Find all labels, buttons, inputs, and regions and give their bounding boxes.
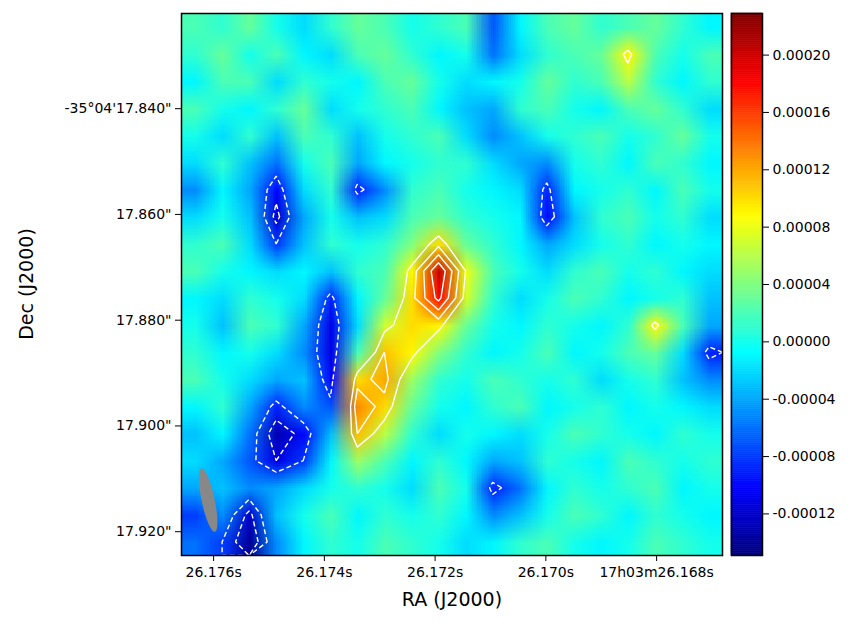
- svg-text:0.00012: 0.00012: [773, 161, 831, 177]
- svg-text:17.880": 17.880": [116, 312, 171, 328]
- svg-text:0.00016: 0.00016: [773, 104, 831, 120]
- svg-text:0.00008: 0.00008: [773, 219, 831, 235]
- svg-text:26.172s: 26.172s: [407, 564, 463, 580]
- svg-text:-0.00012: -0.00012: [773, 505, 836, 521]
- html-text:RA (J2000): RA (J2000): [401, 588, 503, 610]
- svg-text:26.170s: 26.170s: [518, 564, 574, 580]
- svg-text:17.900": 17.900": [116, 417, 171, 433]
- svg-text:-0.00008: -0.00008: [773, 448, 836, 464]
- svg-text:17.920": 17.920": [116, 523, 171, 539]
- svg-text:17.860": 17.860": [116, 206, 171, 222]
- svg-text:26.176s: 26.176s: [185, 564, 241, 580]
- svg-text:0.00004: 0.00004: [773, 276, 831, 292]
- svg-text:-0.00004: -0.00004: [773, 391, 836, 407]
- svg-text:0.00000: 0.00000: [773, 333, 831, 349]
- svg-text:0.00020: 0.00020: [773, 47, 831, 63]
- svg-text:17h03m26.168s: 17h03m26.168s: [599, 564, 713, 580]
- svg-text:-35°04'17.840": -35°04'17.840": [65, 100, 172, 116]
- svg-text:26.174s: 26.174s: [296, 564, 352, 580]
- html-text:Dec (J2000): Dec (J2000): [15, 228, 37, 340]
